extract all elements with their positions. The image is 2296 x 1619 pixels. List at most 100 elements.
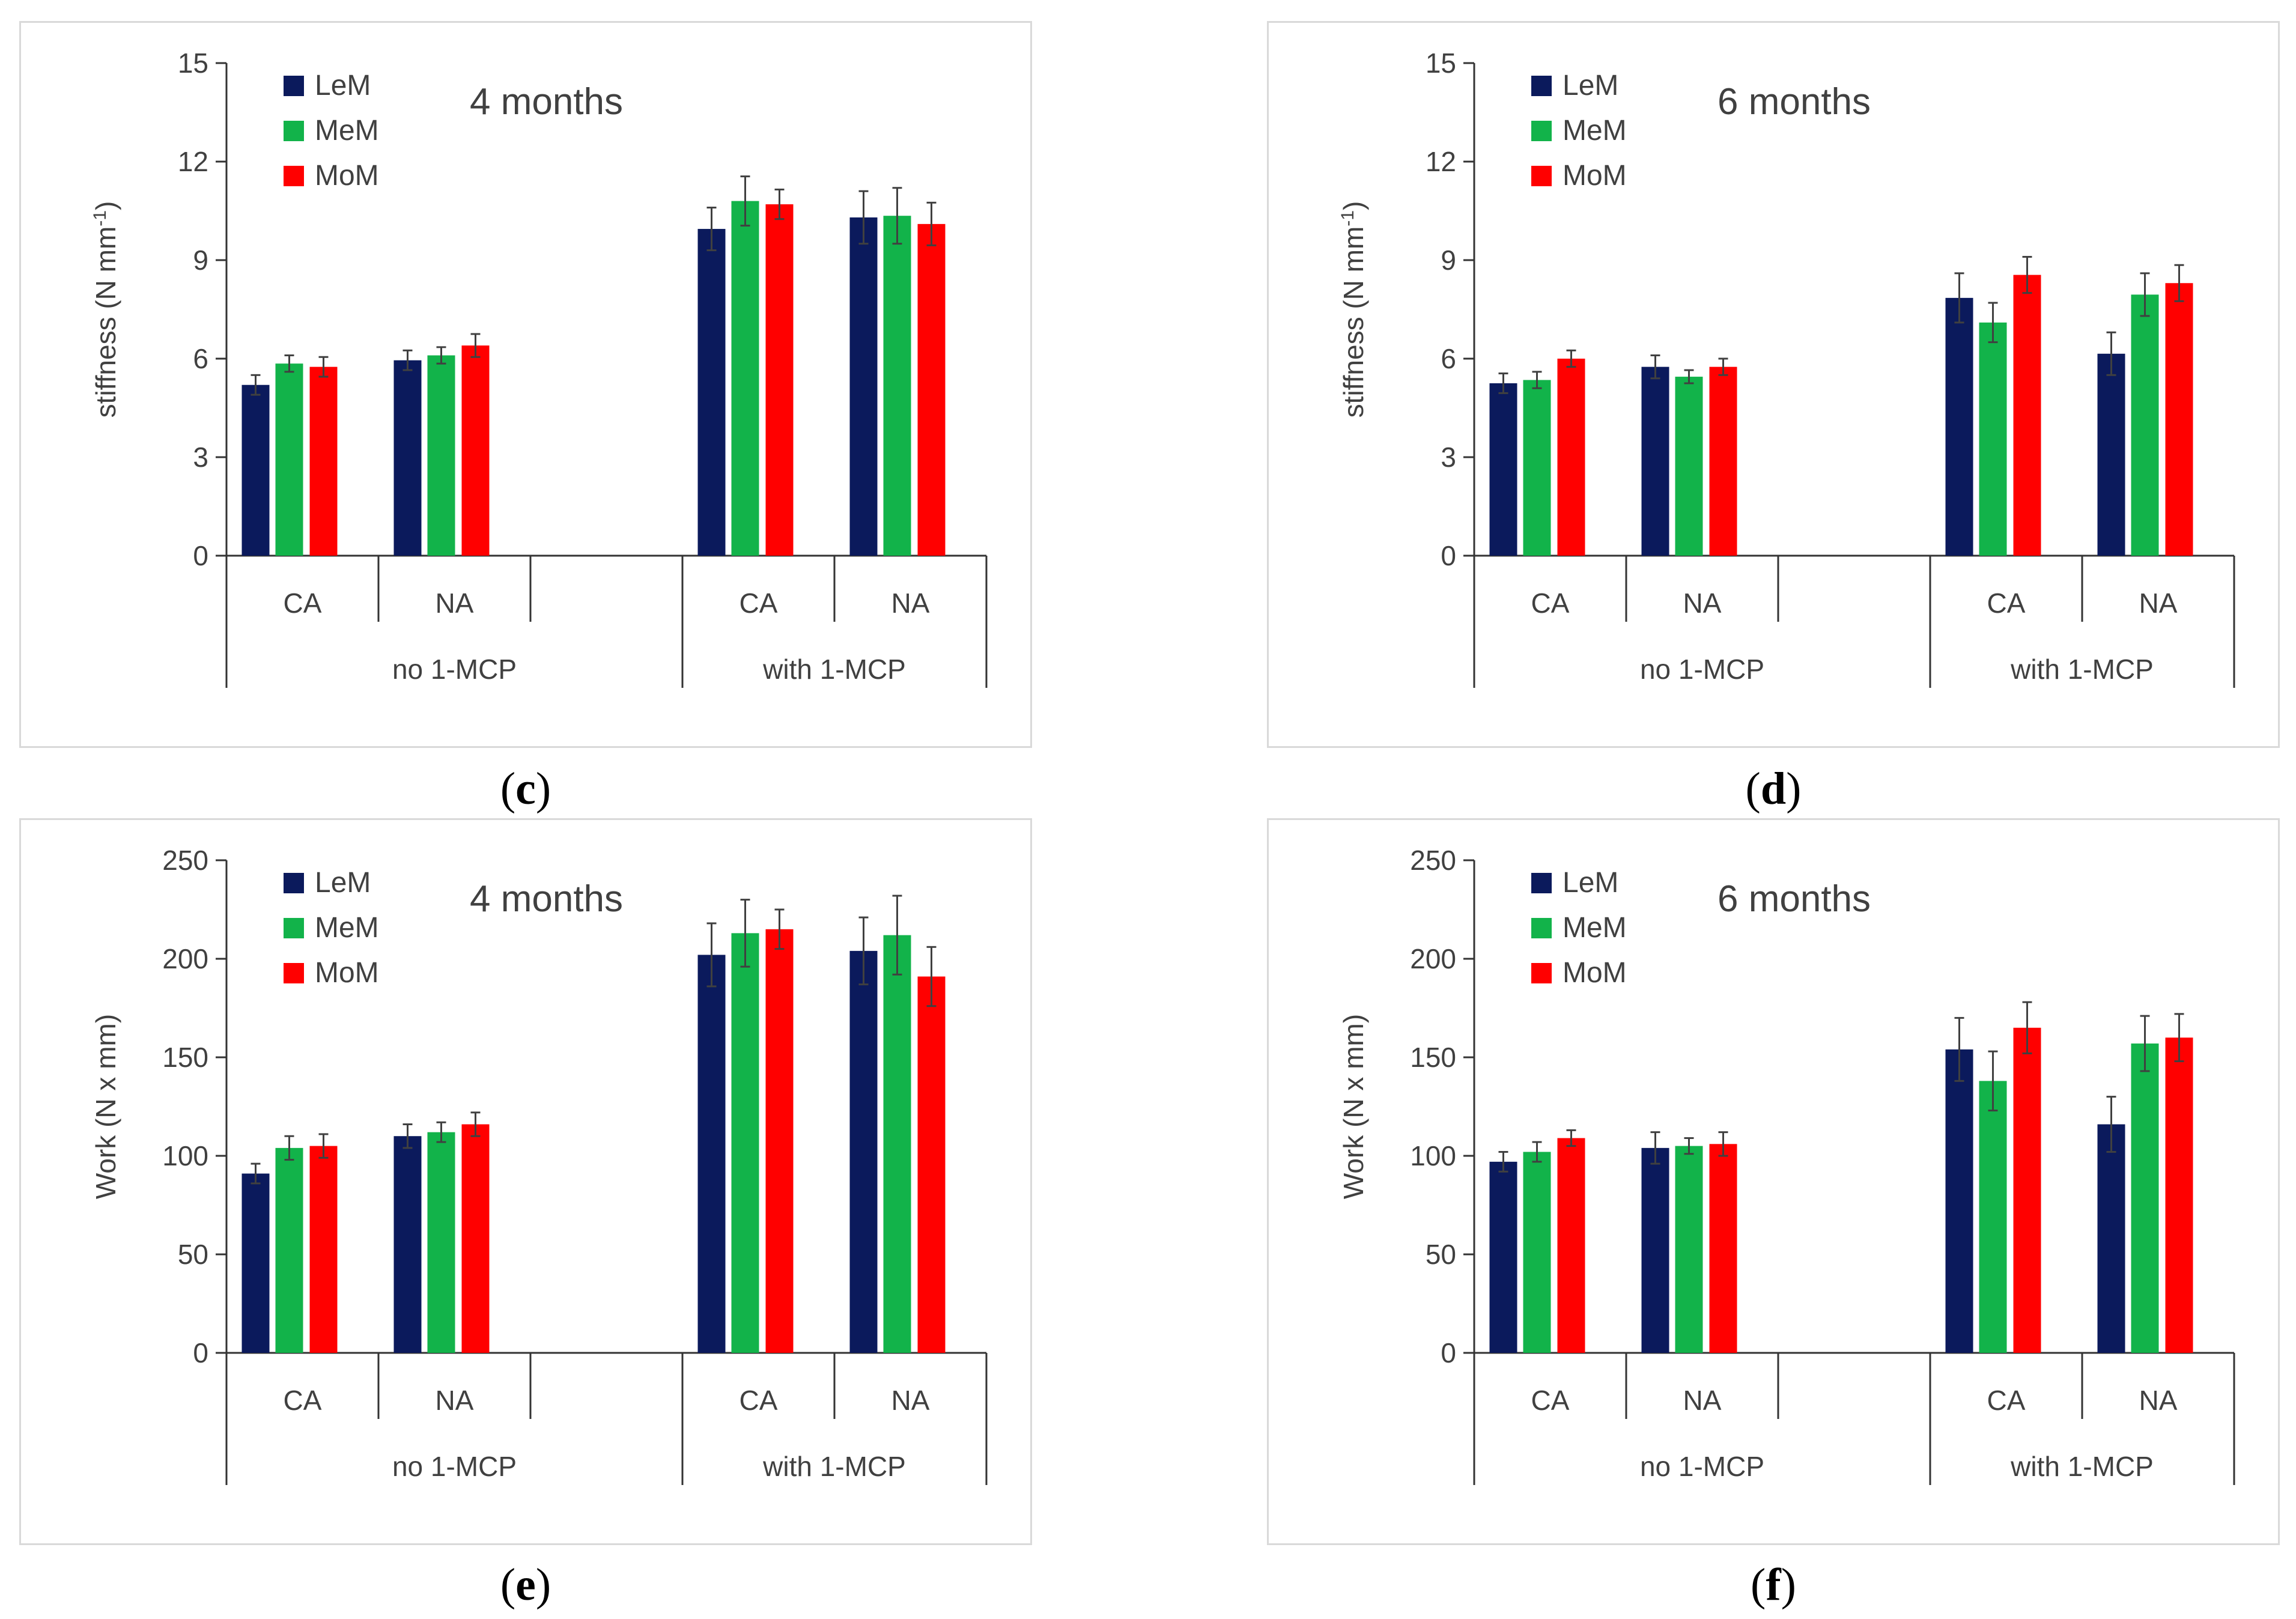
chart-title: 4 months xyxy=(470,81,623,123)
group-label: no 1-MCP xyxy=(392,1451,517,1482)
y-tick-label: 6 xyxy=(1441,343,1456,374)
y-tick-label: 150 xyxy=(162,1042,208,1073)
bar-mem xyxy=(1523,380,1551,556)
y-tick-label: 15 xyxy=(1426,47,1456,79)
x-tick-label: NA xyxy=(1683,588,1722,619)
group-label: no 1-MCP xyxy=(392,654,517,685)
bar-mom xyxy=(917,976,946,1353)
bar-lem xyxy=(1641,366,1669,556)
y-tick-label: 12 xyxy=(1426,146,1456,177)
legend-label: MeM xyxy=(315,912,379,944)
bar-mem xyxy=(883,216,911,556)
legend-label: LeM xyxy=(315,867,371,899)
legend-swatch-mem xyxy=(1531,121,1552,141)
chart-f: 0 50 100 150 200 250 Work (N x mm) CA NA CA NA no 1… xyxy=(1338,845,2235,1485)
bar-mom xyxy=(917,223,946,556)
x-tick-label: NA xyxy=(1683,1385,1722,1416)
y-tick-label: 3 xyxy=(193,442,208,473)
bar-lem xyxy=(1489,1161,1517,1353)
bar-lem xyxy=(241,384,270,556)
y-tick-label: 12 xyxy=(178,146,208,177)
bar-mom xyxy=(461,1124,490,1353)
y-tick-label: 9 xyxy=(1441,245,1456,276)
legend-label: MoM xyxy=(315,160,379,192)
y-tick-label: 0 xyxy=(193,1337,208,1368)
y-tick-label: 200 xyxy=(162,943,208,974)
bar-mem xyxy=(427,355,455,556)
bar-mom xyxy=(1557,1138,1585,1353)
bar-mom xyxy=(2165,283,2193,556)
y-tick-label: 0 xyxy=(1441,540,1456,571)
group-label: with 1-MCP xyxy=(2010,1451,2154,1482)
y-axis-label: Work (N x mm) xyxy=(90,1014,121,1199)
bar-mem xyxy=(275,363,303,556)
y-tick-label: 150 xyxy=(1410,1042,1456,1073)
bar-lem xyxy=(1489,383,1517,556)
legend-swatch-lem xyxy=(284,873,304,893)
y-tick-label: 9 xyxy=(193,245,208,276)
bar-mom xyxy=(1709,366,1737,556)
group-label: no 1-MCP xyxy=(1640,654,1764,685)
bar-lem xyxy=(697,955,726,1353)
chart-c: 0 3 6 9 12 15 stiffness (N mm-1) CA NA CA NA no 1-M… xyxy=(90,47,988,688)
legend-label: MoM xyxy=(315,957,379,989)
group-label: with 1-MCP xyxy=(2010,654,2154,685)
bar-mem xyxy=(1979,322,2007,556)
x-tick-label: CA xyxy=(1987,588,2026,619)
legend-swatch-mom xyxy=(284,166,304,186)
bar-mem xyxy=(1523,1152,1551,1353)
bar-mom xyxy=(2013,275,2041,556)
x-tick-label: CA xyxy=(1987,1385,2026,1416)
bar-mem xyxy=(427,1132,455,1353)
legend-label: LeM xyxy=(315,70,371,102)
x-tick-label: NA xyxy=(891,588,930,619)
x-tick-label: CA xyxy=(1531,588,1570,619)
y-axis-label: stiffness (N mm-1) xyxy=(1338,201,1370,418)
y-tick-label: 250 xyxy=(162,845,208,876)
chart-title: 6 months xyxy=(1717,878,1871,920)
bar-mom xyxy=(1709,1144,1737,1353)
y-tick-label: 3 xyxy=(1441,442,1456,473)
legend-label: MeM xyxy=(315,115,379,147)
group-label: with 1-MCP xyxy=(762,654,906,685)
x-tick-label: CA xyxy=(284,588,322,619)
legend-label: MoM xyxy=(1563,160,1627,192)
legend-swatch-lem xyxy=(1531,873,1552,893)
bar-lem xyxy=(1945,297,1973,556)
x-tick-label: NA xyxy=(2139,1385,2178,1416)
bar-lem xyxy=(1641,1147,1669,1353)
y-tick-label: 0 xyxy=(193,540,208,571)
y-tick-label: 100 xyxy=(162,1140,208,1171)
bar-mem xyxy=(731,201,759,556)
bar-lem xyxy=(1945,1049,1973,1353)
legend-label: MeM xyxy=(1563,912,1627,944)
bar-mom xyxy=(2013,1027,2041,1353)
bar-lem xyxy=(849,217,878,556)
group-label: no 1-MCP xyxy=(1640,1451,1764,1482)
panel-label-f: (f) xyxy=(1751,1560,1796,1610)
x-tick-label: CA xyxy=(1531,1385,1570,1416)
legend-swatch-mom xyxy=(1531,963,1552,983)
x-tick-label: CA xyxy=(284,1385,322,1416)
y-tick-label: 100 xyxy=(1410,1140,1456,1171)
bar-lem xyxy=(849,950,878,1353)
bar-mom xyxy=(2165,1037,2193,1353)
chart-e: 0 50 100 150 200 250 Work (N x mm) CA NA CA NA no 1… xyxy=(90,845,988,1485)
bar-lem xyxy=(241,1173,270,1353)
bar-mem xyxy=(275,1147,303,1353)
legend-label: MoM xyxy=(1563,957,1627,989)
y-axis-label-end: ) xyxy=(90,201,121,210)
y-tick-label: 200 xyxy=(1410,943,1456,974)
bar-mem xyxy=(1675,1146,1703,1353)
y-axis-label-superscript: -1 xyxy=(90,210,110,226)
bar-lem xyxy=(393,1136,422,1353)
y-axis-label-end: ) xyxy=(1338,201,1369,210)
bar-mem xyxy=(1979,1081,2007,1353)
legend-swatch-mem xyxy=(284,121,304,141)
bar-lem xyxy=(697,229,726,556)
y-axis-label: Work (N x mm) xyxy=(1338,1014,1369,1199)
legend-swatch-mem xyxy=(284,918,304,938)
x-tick-label: NA xyxy=(2139,588,2178,619)
y-axis-label: stiffness (N mm-1) xyxy=(90,201,122,418)
bar-mom xyxy=(765,204,794,556)
